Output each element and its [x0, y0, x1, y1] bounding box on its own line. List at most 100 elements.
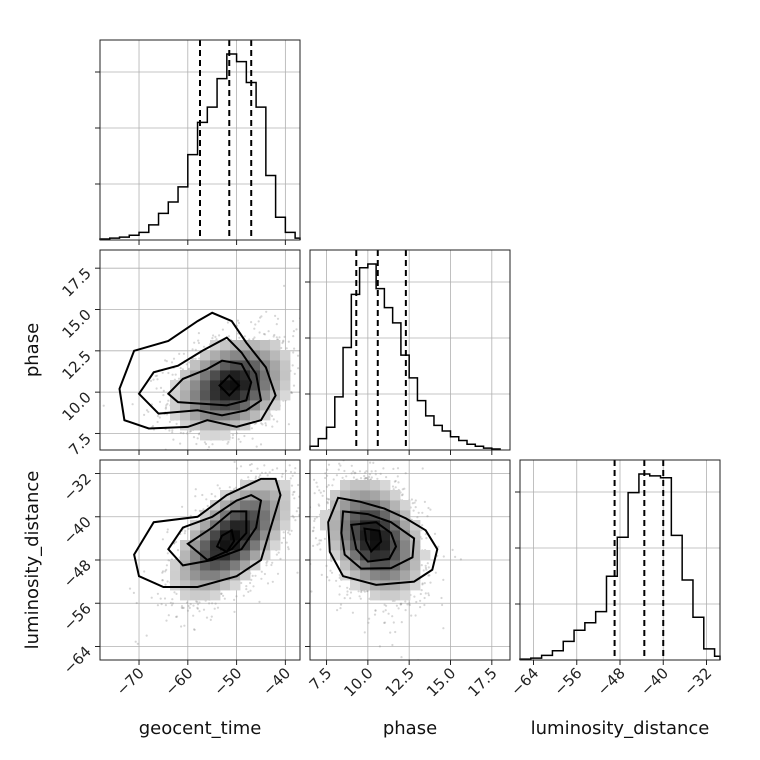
sample-point — [227, 335, 231, 338]
sample-point — [302, 383, 304, 385]
sample-point — [296, 571, 299, 574]
sample-point — [394, 479, 397, 483]
sample-point — [295, 510, 298, 513]
sample-point — [243, 434, 246, 438]
density-block — [200, 420, 211, 431]
density-block — [380, 550, 391, 561]
sample-point — [281, 341, 284, 345]
sample-point — [419, 599, 422, 602]
density-block — [250, 520, 261, 531]
panel-frame — [99, 249, 301, 451]
tick-label-x-luminosity-distance: −64 — [507, 664, 542, 699]
density-block — [170, 380, 181, 391]
sample-point — [318, 489, 321, 492]
sample-point — [297, 483, 300, 487]
sample-point — [247, 590, 250, 594]
sample-point — [368, 617, 371, 620]
contour-level-4 — [363, 527, 383, 554]
sample-point — [303, 482, 305, 484]
density-block — [270, 490, 281, 501]
density-block — [400, 500, 411, 511]
sample-point — [357, 590, 360, 593]
histogram-geocent-time — [99, 53, 301, 240]
sample-point — [156, 604, 159, 607]
sample-point — [205, 498, 208, 501]
density-block — [260, 520, 271, 531]
xlabel-luminosity-distance: luminosity_distance — [531, 718, 710, 739]
density-block — [180, 550, 191, 561]
sample-point — [349, 597, 352, 600]
density-block — [210, 550, 221, 561]
sample-point — [245, 585, 248, 588]
sample-point — [292, 330, 295, 333]
sample-point — [326, 502, 329, 505]
sample-point — [424, 592, 427, 595]
density-block — [210, 370, 221, 381]
sample-point — [412, 509, 415, 512]
sample-point — [166, 528, 169, 531]
sample-point — [401, 493, 404, 496]
density-block — [170, 560, 181, 571]
sample-point — [186, 609, 190, 612]
sample-point — [166, 402, 169, 405]
sample-point — [175, 615, 178, 619]
sample-point — [242, 594, 245, 597]
density-block — [350, 490, 361, 501]
sample-point — [213, 607, 216, 610]
sample-point — [404, 609, 407, 612]
sample-point — [238, 336, 241, 339]
sample-point — [233, 460, 236, 464]
density-block — [210, 590, 221, 601]
density-block — [360, 500, 371, 511]
sample-point — [305, 345, 307, 347]
density-block — [180, 380, 191, 391]
sample-point — [297, 447, 299, 449]
density-block — [180, 410, 191, 421]
density-block — [280, 490, 291, 501]
sample-point — [208, 602, 211, 605]
sample-point — [359, 597, 362, 600]
density-block — [250, 370, 261, 381]
density-block — [190, 580, 201, 591]
density-block — [260, 480, 271, 491]
sample-point — [325, 564, 328, 568]
density-block — [230, 510, 241, 521]
sample-point — [227, 440, 230, 444]
density-block — [410, 550, 421, 561]
sample-point — [304, 573, 306, 575]
density-block — [320, 510, 331, 521]
density-block — [230, 500, 241, 511]
density-block — [170, 400, 181, 411]
density-block — [260, 370, 271, 381]
sample-point — [266, 560, 269, 563]
sample-point — [429, 581, 432, 584]
density-block — [200, 360, 211, 371]
density-block — [380, 580, 391, 591]
sample-point — [165, 564, 168, 567]
sample-point — [290, 529, 293, 532]
sample-point — [307, 529, 309, 531]
sample-point — [150, 596, 153, 599]
sample-point — [221, 328, 224, 331]
density-block — [190, 410, 201, 421]
sample-point — [171, 602, 174, 605]
sample-point — [370, 476, 373, 479]
sample-point — [410, 614, 413, 617]
sample-point — [391, 485, 395, 488]
sample-point — [291, 364, 294, 367]
density-block — [350, 570, 361, 581]
density-block — [240, 550, 251, 561]
sample-point — [345, 410, 347, 412]
sample-point — [276, 572, 280, 575]
sample-point — [197, 341, 200, 345]
ylabel-luminosity-distance: luminosity_distance — [22, 471, 43, 650]
sample-point — [300, 467, 302, 469]
sample-point — [315, 481, 318, 484]
sample-point — [322, 447, 324, 449]
sample-point — [237, 438, 240, 441]
sample-point — [248, 463, 252, 467]
sample-point — [420, 564, 423, 567]
density-block — [220, 390, 231, 401]
density-block — [240, 340, 251, 351]
sample-point — [218, 334, 221, 337]
